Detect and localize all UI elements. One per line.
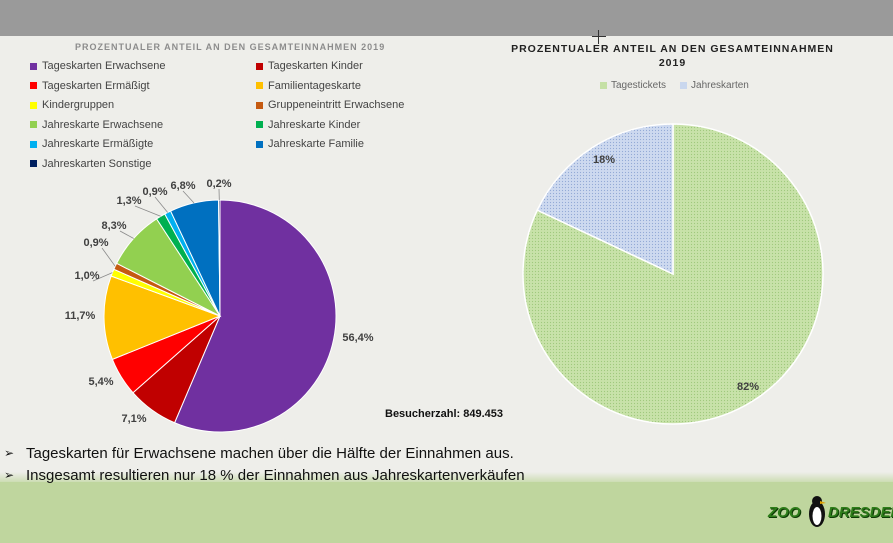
legend-swatch [256, 140, 263, 148]
legend-item-jahreskarten: Jahreskarten [680, 80, 749, 91]
leader-line [119, 230, 134, 239]
logo-text-zoo: ZOO [768, 504, 801, 521]
legend-item-tageskarten-kinder: Tageskarten Kinder [256, 60, 363, 72]
legend-label: Gruppeneintritt Erwachsene [268, 99, 405, 111]
legend-swatch [30, 62, 37, 70]
data-label-jahreskarten-sonstige: 0,2% [206, 178, 231, 190]
legend-item-gruppeneintritt-erwachsene: Gruppeneintritt Erwachsene [256, 99, 404, 111]
legend-swatch [30, 121, 37, 128]
leader-line [134, 205, 161, 217]
bullet-item: ➢ Tageskarten für Erwachsene machen über… [4, 442, 525, 464]
leader-line [154, 196, 169, 213]
data-label-jahreskarte-kinder: 1,3% [116, 195, 141, 207]
left-chart-title: PROZENTUALER ANTEIL AN DEN GESAMTEINNAHM… [75, 42, 386, 52]
legend-item-jahreskarte-ermaessigte: Jahreskarte Ermäßigte [30, 138, 153, 150]
leader-line [101, 247, 116, 267]
pie-slice-tageskarten-erwachsene [173, 199, 337, 433]
legend-item-jahreskarten-sonstige: Jahreskarten Sonstige [30, 158, 151, 170]
legend-item-tageskarten-erwachsene: Tageskarten Erwachsene [30, 60, 166, 72]
data-label-jahreskarte-erwachsene: 8,3% [101, 220, 126, 232]
leader-line [92, 272, 113, 282]
legend-label: Jahreskarte Erwachsene [42, 118, 164, 131]
data-label-gruppeneintritt-erwachsene: 0,9% [83, 237, 108, 249]
bullet-text: Insgesamt resultieren nur 18 % der Einna… [26, 466, 525, 484]
legend-label: Jahreskarten Sonstige [42, 157, 152, 170]
right-chart-legend: Tagestickets Jahreskarten [600, 80, 763, 91]
legend-swatch [256, 62, 263, 70]
data-label-jahreskarte-ermaessigte: 0,9% [142, 186, 167, 198]
data-label-jahreskarten: 18% [593, 154, 615, 166]
pie-slice-familientageskarte [103, 275, 222, 361]
pie-slice-jahreskarten-sonstige [218, 199, 221, 317]
legend-swatch [256, 121, 263, 128]
legend-item-kindergruppen: Kindergruppen [30, 99, 114, 111]
legend-label: Tageskarten Kinder [268, 60, 363, 72]
legend-swatch [30, 82, 37, 89]
data-label-tageskarten-ermaessigt: 5,4% [88, 376, 113, 388]
data-label-familientageskarte: 11,7% [65, 310, 96, 322]
bullet-text: Tageskarten für Erwachsene machen über d… [26, 444, 514, 462]
data-label-jahreskarte-familie: 6,8% [170, 180, 195, 192]
legend-item-jahreskarte-kinder: Jahreskarte Kinder [256, 119, 360, 131]
legend-item-jahreskarte-erwachsene: Jahreskarte Erwachsene [30, 119, 163, 131]
legend-item-jahreskarte-familie: Jahreskarte Familie [256, 138, 364, 150]
logo-text-dresden: DRESDEN [828, 504, 893, 521]
legend-label: Tageskarten Erwachsene [42, 60, 166, 72]
legend-swatch [30, 160, 37, 167]
bullet-item: ➢ Insgesamt resultieren nur 18 % der Ein… [4, 464, 525, 486]
data-label-tageskarten-kinder: 7,1% [121, 413, 146, 425]
penguin-icon [809, 496, 826, 527]
legend-item-tagestickets: Tagestickets [600, 80, 666, 91]
bullet-list: ➢ Tageskarten für Erwachsene machen über… [4, 442, 525, 486]
arrow-bullet-icon: ➢ [4, 446, 15, 460]
legend-label: Familientageskarte [268, 79, 361, 92]
crosshair-cursor-icon [592, 30, 606, 44]
legend-swatch [30, 140, 37, 148]
legend-swatch [30, 101, 37, 109]
data-label-tageskarten-erwachsene: 56,4% [342, 332, 373, 344]
visitor-count: Besucherzahl: 849.453 [385, 408, 504, 420]
data-label-kindergruppen: 1,0% [74, 270, 99, 282]
legend-label: Jahreskarten [691, 80, 749, 91]
legend-swatch [680, 82, 688, 89]
legend-label: Kindergruppen [42, 99, 115, 111]
legend-label: Jahreskarte Ermäßigte [42, 138, 154, 150]
top-bar [0, 0, 893, 36]
data-label-tagestickets: 82% [737, 381, 759, 393]
legend-label: Jahreskarte Familie [268, 138, 364, 150]
leader-line [182, 190, 195, 204]
arrow-bullet-icon: ➢ [4, 468, 15, 482]
legend-item-familientageskarte: Familientageskarte [256, 80, 361, 92]
pie-slice-jahreskarten [536, 123, 674, 276]
legend-swatch [600, 82, 607, 89]
legend-label: Jahreskarte Kinder [268, 118, 361, 131]
right-chart-title: PROZENTUALER ANTEIL AN DEN GESAMTEINNAHM… [511, 43, 834, 69]
legend-item-tageskarten-ermaessigt: Tageskarten Ermäßigt [30, 80, 150, 92]
legend-swatch [256, 101, 263, 109]
legend-label: Tagestickets [611, 80, 667, 91]
legend-swatch [256, 82, 263, 89]
zoo-dresden-logo: ZOO DRESDEN [768, 492, 893, 532]
bottom-green-band [0, 472, 893, 543]
legend-label: Tageskarten Ermäßigt [42, 79, 150, 92]
